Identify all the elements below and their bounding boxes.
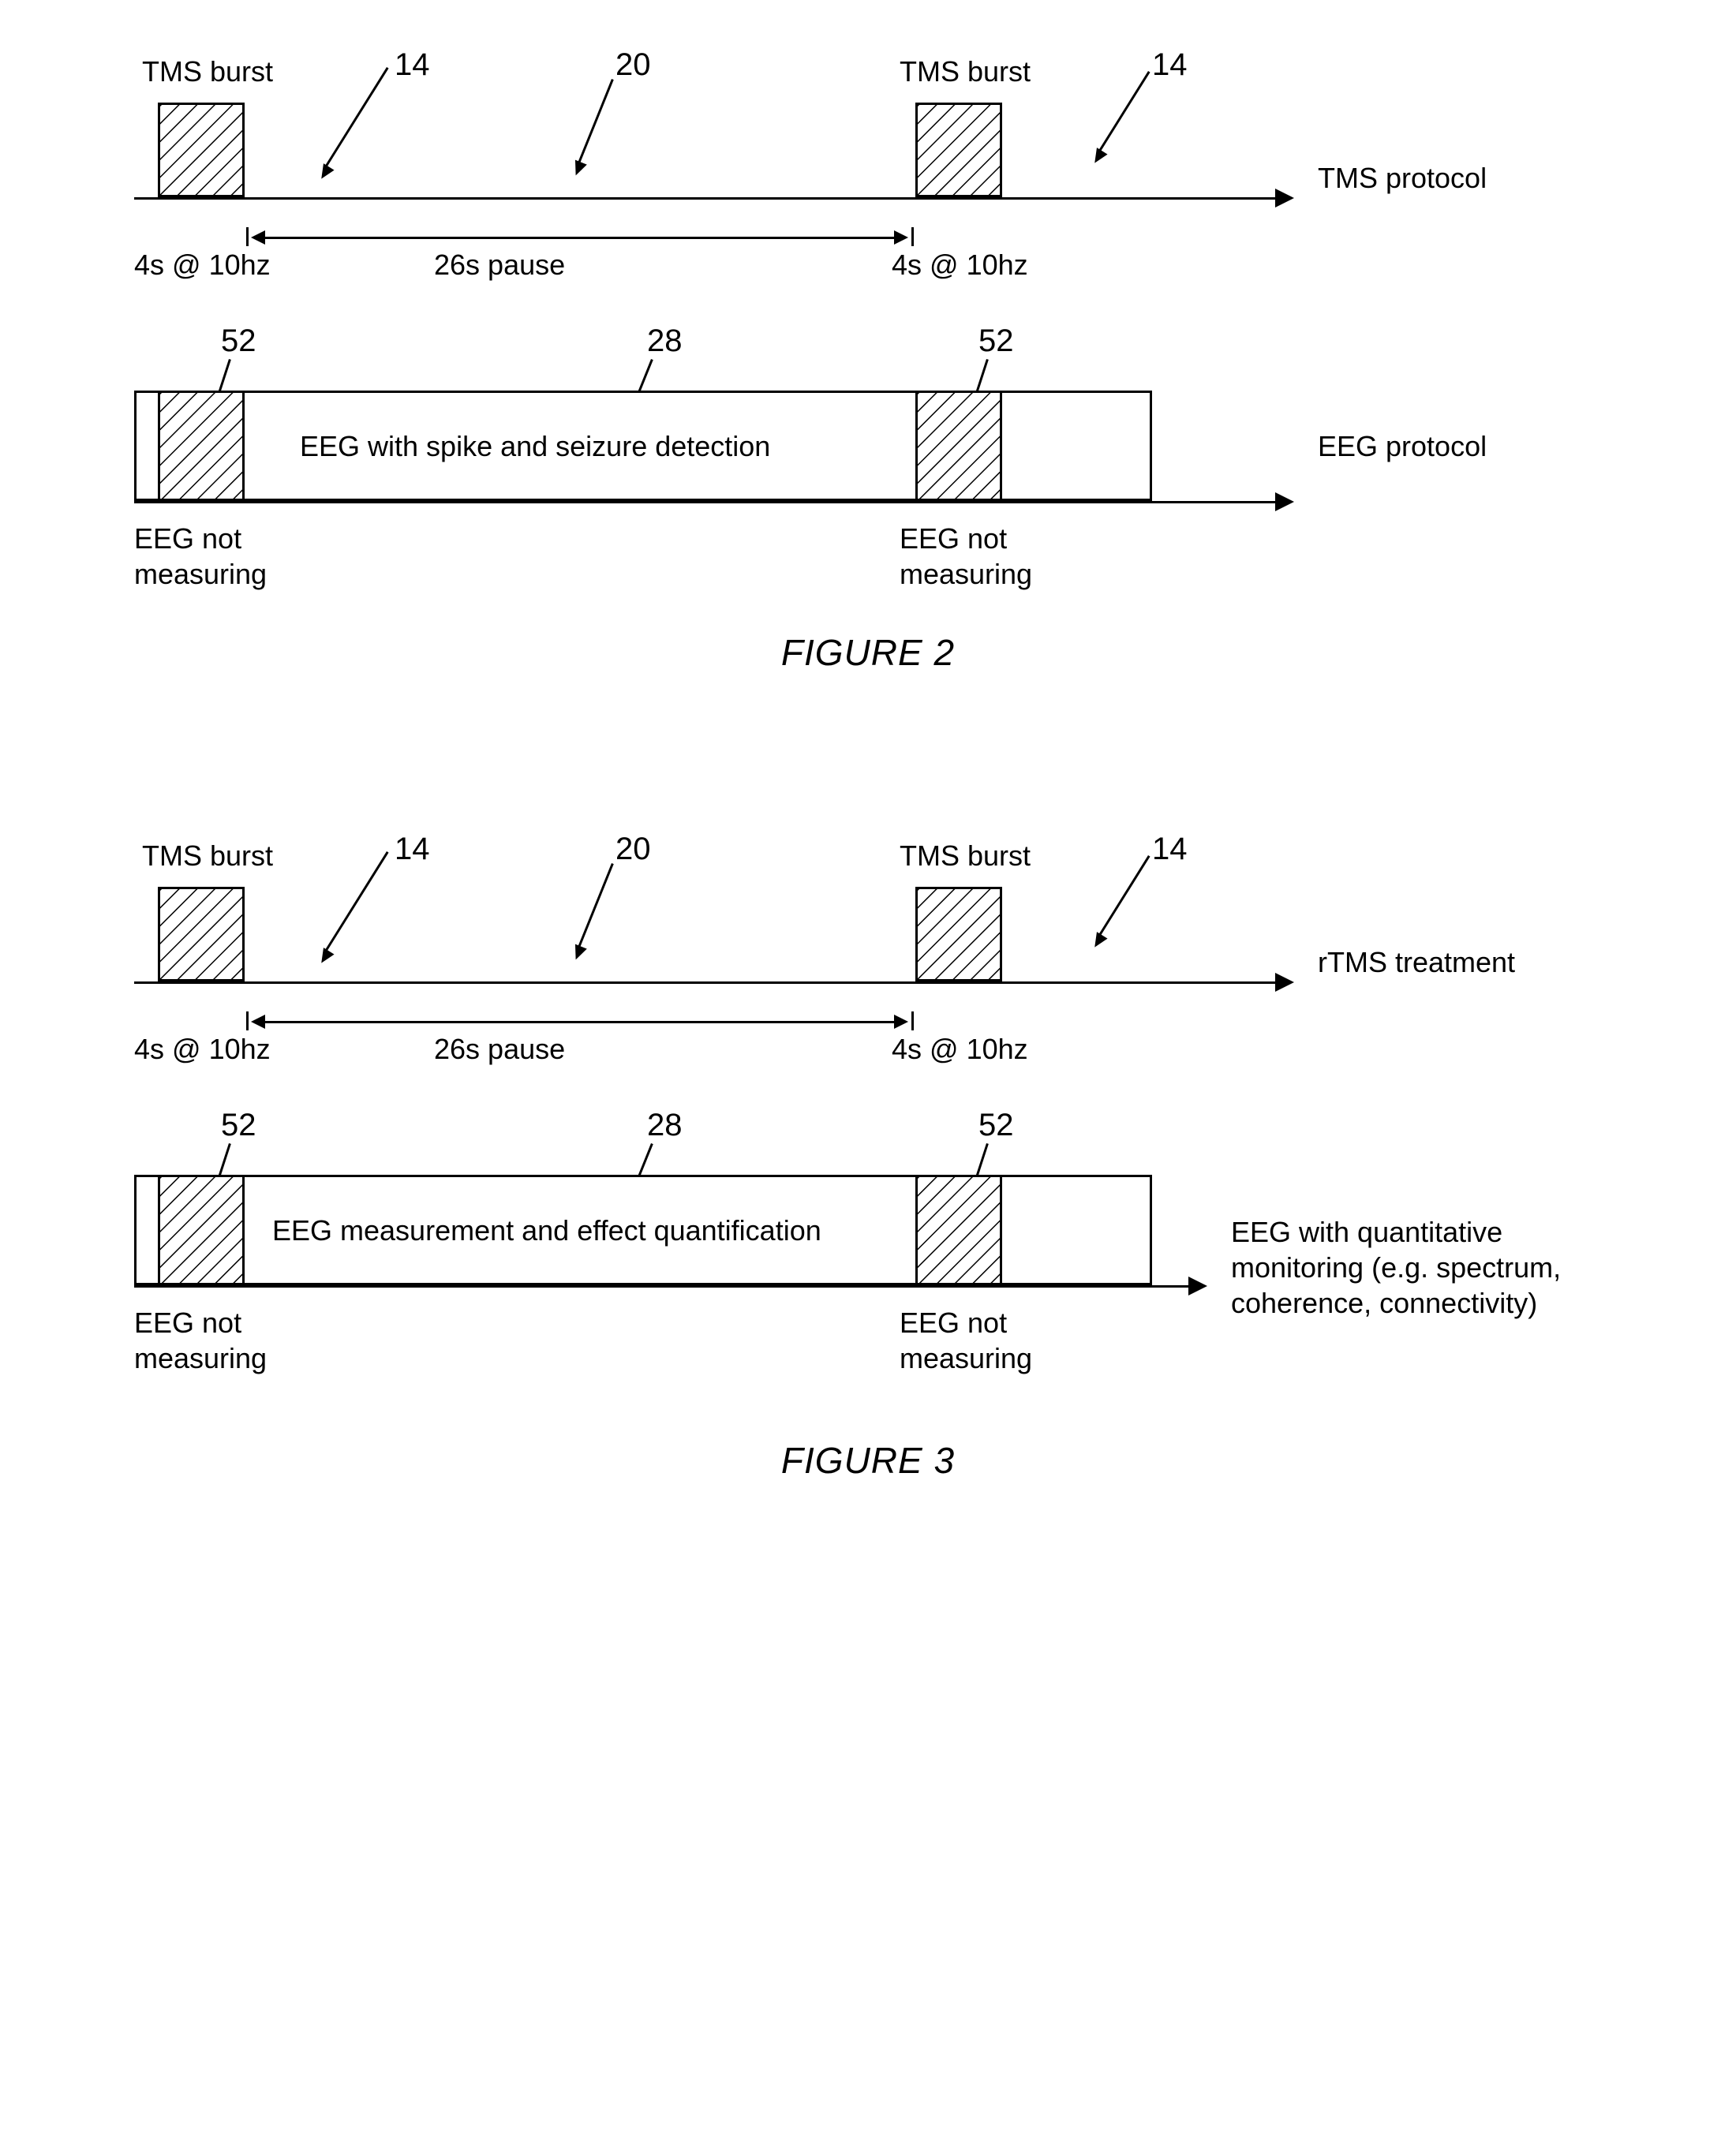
arrowhead-icon bbox=[1275, 973, 1294, 992]
callout-20: 20 bbox=[615, 47, 651, 83]
tms-burst-box bbox=[158, 103, 245, 197]
hatch-fill bbox=[160, 889, 245, 981]
leader-line bbox=[975, 1143, 989, 1178]
arrowhead-icon bbox=[316, 948, 334, 966]
arrowhead-icon bbox=[1275, 189, 1294, 207]
callout-52-left: 52 bbox=[221, 323, 256, 359]
hatch-fill bbox=[160, 105, 245, 197]
tms-axis bbox=[134, 981, 1278, 984]
leader-line bbox=[324, 67, 389, 169]
below-right: 4s @ 10hz bbox=[892, 249, 1028, 282]
arrowhead-icon bbox=[570, 160, 587, 178]
leader-line bbox=[638, 1143, 653, 1177]
callout-28: 28 bbox=[647, 323, 683, 359]
eeg-box-text: EEG with spike and seizure detection bbox=[300, 430, 770, 463]
below-right: 4s @ 10hz bbox=[892, 1033, 1028, 1066]
pause-span bbox=[264, 237, 896, 239]
arrowhead-icon bbox=[251, 230, 265, 245]
arrowhead-icon bbox=[316, 163, 334, 182]
figure-2: TMS burst TMS burst 14 20 14 TMS protoco… bbox=[63, 47, 1673, 674]
leader-line bbox=[975, 359, 989, 394]
tms-burst-box bbox=[158, 887, 245, 981]
eeg-below-right: EEG notmeasuring bbox=[900, 1305, 1057, 1376]
tms-burst-label-right: TMS burst bbox=[900, 55, 1031, 88]
leader-line bbox=[324, 851, 389, 953]
arrowhead-icon bbox=[1089, 932, 1107, 951]
fig2-eeg-row: 52 28 52 EEG with spike and seizure dete… bbox=[63, 323, 1673, 600]
below-mid: 26s pause bbox=[434, 1033, 565, 1066]
arrowhead-icon bbox=[1188, 1277, 1207, 1295]
eeg-burst-box bbox=[158, 391, 245, 501]
hatch-fill bbox=[918, 393, 1002, 501]
tick-mark bbox=[911, 227, 914, 246]
arrowhead-icon bbox=[894, 1015, 908, 1029]
tms-burst-box bbox=[915, 103, 1002, 197]
eeg-below-right: EEG notmeasuring bbox=[900, 521, 1057, 592]
eeg-burst-box bbox=[158, 1175, 245, 1285]
eeg-axis bbox=[134, 501, 1278, 503]
tms-burst-box bbox=[915, 887, 1002, 981]
figure-2-caption: FIGURE 2 bbox=[63, 631, 1673, 674]
eeg-below-left: EEG notmeasuring bbox=[134, 521, 292, 592]
arrowhead-icon bbox=[894, 230, 908, 245]
eeg-burst-box bbox=[915, 391, 1002, 501]
hatch-fill bbox=[160, 1177, 245, 1285]
callout-14-right: 14 bbox=[1152, 47, 1188, 83]
tms-burst-label-right: TMS burst bbox=[900, 839, 1031, 873]
leader-line bbox=[1098, 71, 1150, 152]
tms-axis bbox=[134, 197, 1278, 200]
callout-52-right: 52 bbox=[978, 323, 1014, 359]
below-mid: 26s pause bbox=[434, 249, 565, 282]
callout-14-left: 14 bbox=[395, 832, 430, 867]
below-left: 4s @ 10hz bbox=[134, 249, 271, 282]
fig3-tms-row: TMS burst TMS burst 14 20 14 rTMS treatm… bbox=[63, 832, 1673, 1100]
tick-mark bbox=[246, 227, 249, 246]
arrowhead-icon bbox=[1089, 148, 1107, 166]
figure-3: TMS burst TMS burst 14 20 14 rTMS treatm… bbox=[63, 832, 1673, 1482]
arrowhead-icon bbox=[1275, 492, 1294, 511]
callout-20: 20 bbox=[615, 832, 651, 867]
fig3-eeg-row: 52 28 52 EEG measurement and effect quan… bbox=[63, 1108, 1673, 1408]
eeg-below-left: EEG notmeasuring bbox=[134, 1305, 292, 1376]
tms-axis-label: TMS protocol bbox=[1318, 162, 1487, 195]
eeg-axis-label: EEG with quantitative monitoring (e.g. s… bbox=[1231, 1214, 1626, 1321]
callout-14-left: 14 bbox=[395, 47, 430, 83]
leader-line bbox=[578, 79, 614, 164]
fig2-tms-row: TMS burst TMS burst 14 20 14 TMS protoco… bbox=[63, 47, 1673, 316]
hatch-fill bbox=[918, 105, 1002, 197]
leader-line bbox=[638, 359, 653, 393]
tms-burst-label-left: TMS burst bbox=[142, 55, 273, 88]
arrowhead-icon bbox=[251, 1015, 265, 1029]
pause-span bbox=[264, 1021, 896, 1023]
hatch-fill bbox=[918, 1177, 1002, 1285]
callout-14-right: 14 bbox=[1152, 832, 1188, 867]
tick-mark bbox=[911, 1011, 914, 1030]
eeg-axis bbox=[134, 1285, 1192, 1288]
leader-line bbox=[218, 359, 231, 394]
leader-line bbox=[1098, 855, 1150, 937]
eeg-burst-box bbox=[915, 1175, 1002, 1285]
leader-line bbox=[578, 863, 614, 948]
tick-mark bbox=[246, 1011, 249, 1030]
callout-52-left: 52 bbox=[221, 1108, 256, 1143]
eeg-axis-label: EEG protocol bbox=[1318, 430, 1487, 463]
tms-burst-label-left: TMS burst bbox=[142, 839, 273, 873]
figure-3-caption: FIGURE 3 bbox=[63, 1439, 1673, 1482]
tms-axis-label: rTMS treatment bbox=[1318, 946, 1515, 979]
callout-52-right: 52 bbox=[978, 1108, 1014, 1143]
arrowhead-icon bbox=[570, 944, 587, 963]
below-left: 4s @ 10hz bbox=[134, 1033, 271, 1066]
callout-28: 28 bbox=[647, 1108, 683, 1143]
hatch-fill bbox=[160, 393, 245, 501]
eeg-box-text: EEG measurement and effect quantificatio… bbox=[272, 1214, 821, 1247]
hatch-fill bbox=[918, 889, 1002, 981]
leader-line bbox=[218, 1143, 231, 1178]
